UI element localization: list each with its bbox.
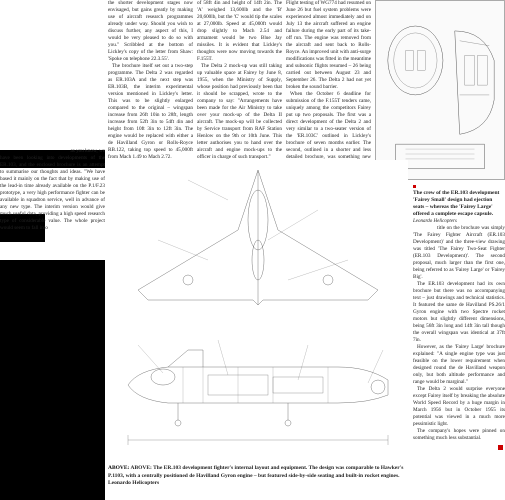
- redaction-box: [0, 260, 105, 500]
- body-para: The Delta 2 would surprise everyone exce…: [413, 386, 505, 428]
- caption-label: ABOVE:: [108, 465, 130, 471]
- diagram-cutaway: [108, 160, 408, 460]
- cockpit-svg: [376, 1, 504, 179]
- body-para: The brochure itself set out a two-step p…: [108, 63, 193, 161]
- side-caption: The crew of the ER.103 development 'Fair…: [413, 185, 505, 225]
- caption-line: offered a complete escape capsule.: [413, 211, 505, 218]
- caption-line: ABOVE: The ER.103 development fighter's …: [130, 465, 379, 471]
- body-para: of 58ft 4in and height of 14ft 2in. The …: [197, 0, 282, 63]
- cutaway-svg: [108, 160, 408, 460]
- body-col-1: as you know, we: [45, 148, 105, 155]
- caption-line: The crew of the ER.103 development: [413, 190, 505, 197]
- body-para: However, as the 'Fairey Large' brochure …: [413, 344, 505, 386]
- diagram-cockpit: [375, 0, 505, 180]
- bullet-icon: [413, 185, 416, 188]
- bottom-caption: ABOVE: ABOVE: The ER.103 development fig…: [108, 465, 408, 488]
- body-para: Flight testing of WG774 had resumed on J…: [286, 0, 371, 91]
- end-mark-icon: [498, 445, 503, 450]
- body-para: The company's hopes were pinned on somet…: [413, 428, 505, 442]
- body-para: The Delta 2 mock-up was still taking up …: [197, 63, 282, 161]
- body-para: have been looking into developments of t…: [0, 155, 105, 231]
- lead-text: as you know, we: [45, 148, 105, 155]
- body-col-5: title on the brochure was simply 'The Fa…: [413, 225, 505, 442]
- caption-line: seats – whereas the 'Fairey Large': [413, 204, 505, 211]
- caption-line: 'Fairey Small' design had ejection: [413, 197, 505, 204]
- body-para: The ER.103 development had its own broch…: [413, 281, 505, 344]
- body-para: title on the brochure was simply 'The Fa…: [413, 225, 505, 281]
- body-col-1b: have been looking into developments of t…: [0, 155, 105, 232]
- body-para: the shorter development stages now envis…: [108, 0, 193, 63]
